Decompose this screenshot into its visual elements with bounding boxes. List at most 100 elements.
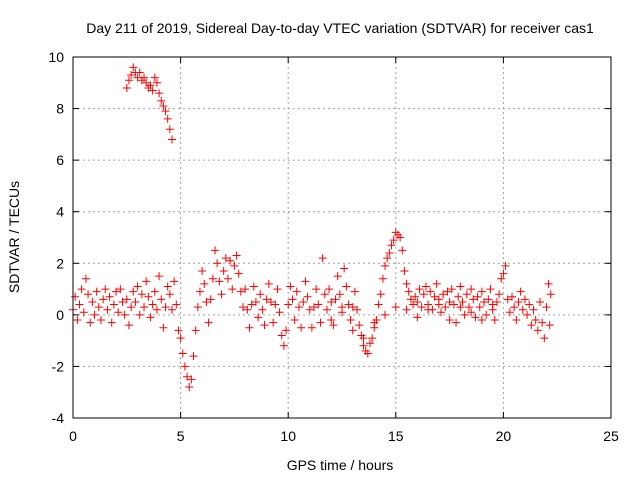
data-point bbox=[342, 282, 351, 291]
data-point bbox=[71, 292, 80, 301]
x-tick-label: 5 bbox=[177, 428, 185, 444]
data-point bbox=[305, 305, 314, 314]
data-point bbox=[383, 254, 392, 263]
data-point bbox=[266, 297, 275, 306]
data-point bbox=[396, 233, 405, 242]
data-point bbox=[112, 287, 121, 296]
data-point bbox=[436, 308, 445, 317]
data-point bbox=[415, 285, 424, 294]
data-point bbox=[213, 259, 222, 268]
data-point bbox=[454, 292, 463, 301]
data-point bbox=[294, 303, 303, 312]
y-axis-label: SDTVAR / TECUs bbox=[6, 181, 22, 293]
data-point bbox=[363, 349, 372, 358]
y-tick-label: -4 bbox=[52, 410, 65, 426]
data-point bbox=[426, 287, 435, 296]
data-point bbox=[124, 321, 133, 330]
data-point bbox=[101, 285, 110, 294]
data-point bbox=[413, 297, 422, 306]
data-point bbox=[155, 272, 164, 281]
data-point bbox=[81, 274, 90, 283]
data-point bbox=[195, 287, 204, 296]
data-point bbox=[544, 279, 553, 288]
data-point bbox=[449, 300, 458, 309]
x-tick-label: 15 bbox=[388, 428, 404, 444]
data-point bbox=[230, 261, 239, 270]
y-tick-label: 0 bbox=[56, 307, 64, 323]
data-point bbox=[161, 107, 170, 116]
data-point bbox=[310, 303, 319, 312]
data-point bbox=[157, 295, 166, 304]
x-tick-label: 25 bbox=[603, 428, 619, 444]
data-point bbox=[518, 305, 527, 314]
data-point bbox=[445, 297, 454, 306]
data-point bbox=[529, 305, 538, 314]
data-point bbox=[120, 310, 129, 319]
data-point bbox=[79, 308, 88, 317]
data-point bbox=[391, 303, 400, 312]
data-point bbox=[133, 282, 142, 291]
data-point bbox=[432, 279, 441, 288]
data-point bbox=[109, 300, 118, 309]
data-point bbox=[77, 285, 86, 294]
data-point bbox=[232, 251, 241, 260]
data-point bbox=[176, 334, 185, 343]
data-point bbox=[271, 300, 280, 309]
data-point bbox=[275, 308, 284, 317]
plot-frame bbox=[72, 56, 612, 419]
data-point bbox=[525, 300, 534, 309]
data-point bbox=[282, 326, 291, 335]
data-point bbox=[200, 279, 209, 288]
data-point bbox=[471, 313, 480, 322]
plot-area bbox=[73, 57, 611, 418]
x-tick-label: 0 bbox=[69, 428, 77, 444]
data-point bbox=[146, 81, 155, 90]
data-point bbox=[193, 303, 202, 312]
data-point bbox=[501, 261, 510, 270]
data-point bbox=[376, 290, 385, 299]
data-point bbox=[545, 321, 554, 330]
data-point bbox=[503, 295, 512, 304]
data-point bbox=[260, 321, 269, 330]
data-point bbox=[350, 287, 359, 296]
data-point bbox=[365, 339, 374, 348]
data-point bbox=[185, 383, 194, 392]
data-point bbox=[353, 305, 362, 314]
data-point bbox=[159, 323, 168, 332]
data-point bbox=[404, 287, 413, 296]
data-point bbox=[157, 96, 166, 105]
data-point bbox=[174, 326, 183, 335]
data-point bbox=[413, 313, 422, 322]
data-point bbox=[88, 297, 97, 306]
x-tick-label: 20 bbox=[496, 428, 512, 444]
data-point bbox=[469, 295, 478, 304]
data-point bbox=[150, 73, 159, 82]
data-point bbox=[430, 292, 439, 301]
y-tick-label: 10 bbox=[48, 49, 64, 65]
data-point bbox=[447, 285, 456, 294]
data-point bbox=[441, 303, 450, 312]
data-point bbox=[159, 101, 168, 110]
data-point bbox=[359, 334, 368, 343]
data-point bbox=[458, 297, 467, 306]
data-point bbox=[163, 282, 172, 291]
data-point bbox=[378, 274, 387, 283]
data-point bbox=[217, 290, 226, 299]
data-point bbox=[523, 310, 532, 319]
data-point bbox=[163, 114, 172, 123]
data-point bbox=[329, 321, 338, 330]
data-point bbox=[314, 300, 323, 309]
data-point bbox=[325, 285, 334, 294]
data-point bbox=[234, 269, 243, 278]
y-tick-label: 8 bbox=[56, 101, 64, 117]
data-point bbox=[277, 331, 286, 340]
data-point bbox=[359, 341, 368, 350]
data-point bbox=[417, 303, 426, 312]
data-point bbox=[452, 318, 461, 327]
data-point bbox=[331, 295, 340, 304]
data-point bbox=[486, 285, 495, 294]
data-point bbox=[495, 290, 504, 299]
data-point bbox=[385, 248, 394, 257]
data-point bbox=[161, 303, 170, 312]
